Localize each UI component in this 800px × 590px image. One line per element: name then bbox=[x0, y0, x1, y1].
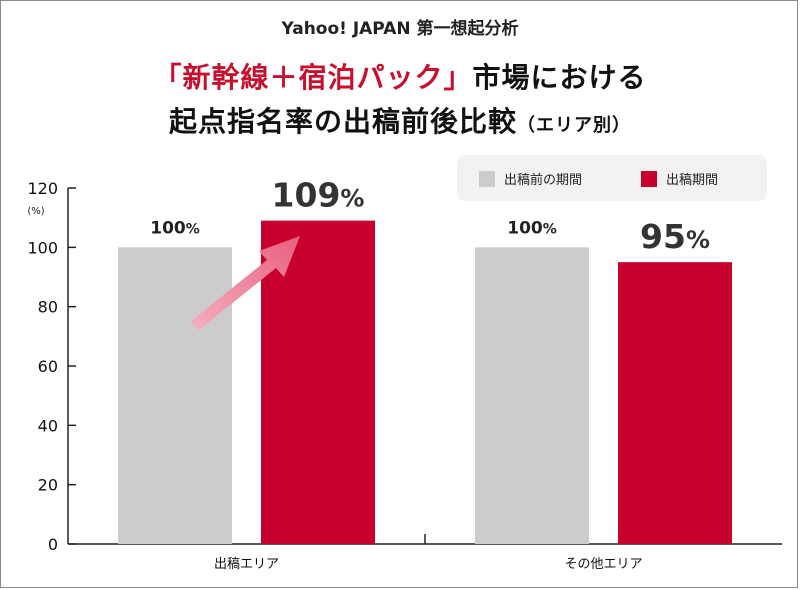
y-tick-label: 80 bbox=[38, 298, 58, 317]
brand-title: Yahoo! JAPAN 第一想起分析 bbox=[281, 19, 519, 39]
data-label: 100% bbox=[150, 218, 200, 238]
chart-title-rest: 市場における bbox=[472, 61, 647, 94]
legend-item-during: 出稿期間 bbox=[641, 169, 718, 188]
chart-title-main: 起点指名率の出稿前後比較 bbox=[168, 105, 517, 138]
chart-title-suffix: （エリア別） bbox=[517, 115, 631, 136]
chart-title-line2: 起点指名率の出稿前後比較（エリア別） bbox=[0, 100, 800, 140]
legend-item-before: 出稿前の期間 bbox=[479, 169, 582, 188]
legend-swatch-during bbox=[641, 170, 657, 187]
bar bbox=[618, 262, 732, 544]
y-tick-label: 20 bbox=[38, 476, 58, 495]
y-tick-label: 100 bbox=[27, 238, 58, 257]
increase-arrow bbox=[190, 236, 300, 330]
y-tick-label: 60 bbox=[38, 357, 58, 376]
bar bbox=[118, 247, 232, 545]
y-axis-unit: (%) bbox=[27, 206, 44, 217]
chart-title-accent: 「新幹線＋宿泊パック」 bbox=[153, 61, 473, 94]
legend-label-before: 出稿前の期間 bbox=[504, 173, 583, 188]
legend-swatch-before bbox=[479, 170, 495, 187]
bar bbox=[475, 247, 589, 545]
data-label: 109% bbox=[272, 176, 365, 215]
legend: 出稿前の期間 出稿期間 bbox=[457, 155, 767, 201]
x-category-label: その他エリア bbox=[564, 557, 642, 572]
y-tick-label: 40 bbox=[38, 416, 58, 435]
bar bbox=[261, 220, 375, 544]
data-label: 100% bbox=[507, 218, 557, 238]
y-tick-label: 120 bbox=[27, 179, 58, 198]
chart-title-line1: 「新幹線＋宿泊パック」市場における bbox=[0, 56, 800, 96]
x-category-label: 出稿エリア bbox=[214, 556, 279, 572]
data-label: 95% bbox=[640, 217, 710, 256]
y-tick-label: 0 bbox=[48, 535, 58, 554]
legend-label-during: 出稿期間 bbox=[666, 173, 719, 188]
